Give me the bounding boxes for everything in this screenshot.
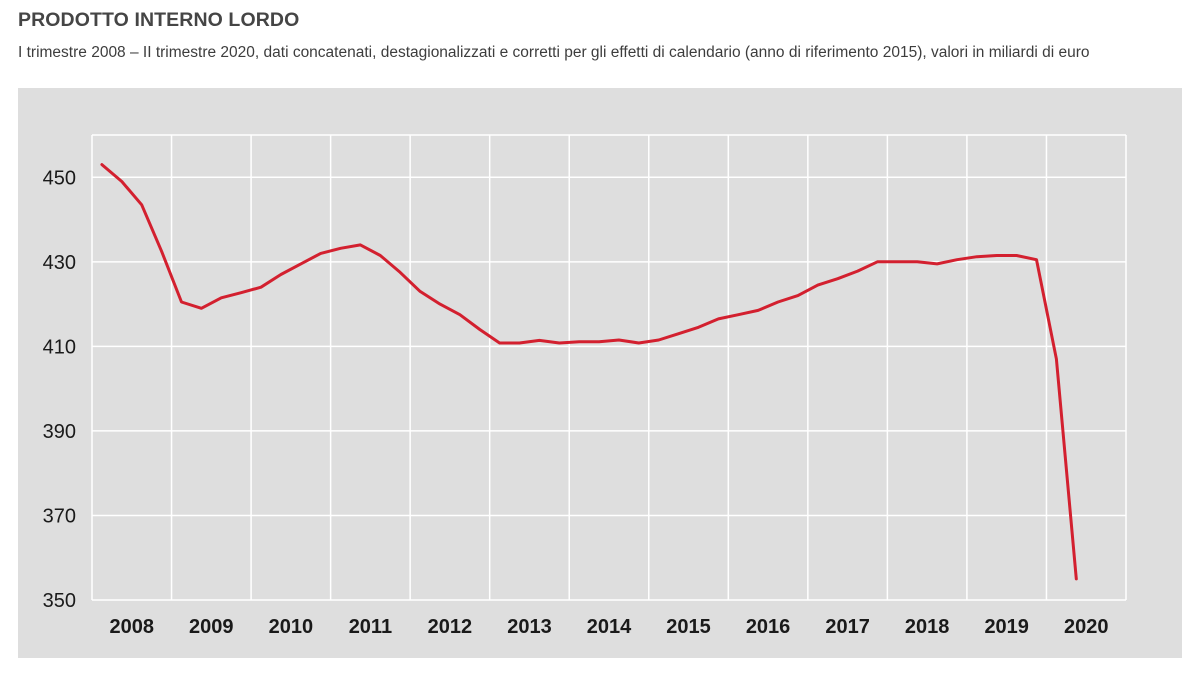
y-tick-label: 430	[43, 252, 76, 274]
chart-title: PRODOTTO INTERNO LORDO	[18, 9, 300, 31]
x-tick-label: 2011	[349, 616, 392, 638]
x-tick-label: 2010	[269, 616, 314, 638]
y-tick-label: 450	[43, 167, 76, 189]
gdp-series-line	[100, 163, 1078, 581]
x-tick-label: 2009	[189, 616, 234, 638]
y-tick-label: 370	[43, 505, 76, 527]
x-tick-label: 2012	[428, 616, 473, 638]
x-tick-label: 2019	[984, 616, 1029, 638]
x-tick-label: 2018	[905, 616, 950, 638]
y-tick-label: 410	[43, 336, 76, 358]
x-tick-label: 2020	[1064, 616, 1109, 638]
chart-subtitle: I trimestre 2008 – II trimestre 2020, da…	[18, 44, 1090, 61]
y-tick-label: 390	[43, 421, 76, 443]
plot-background	[18, 88, 1182, 658]
x-tick-label: 2017	[825, 616, 870, 638]
x-tick-label: 2016	[746, 616, 791, 638]
y-tick-label: 350	[43, 590, 76, 612]
x-tick-label: 2014	[587, 616, 632, 638]
x-tick-label: 2008	[110, 616, 155, 638]
x-tick-label: 2015	[666, 616, 711, 638]
x-tick-label: 2013	[507, 616, 552, 638]
